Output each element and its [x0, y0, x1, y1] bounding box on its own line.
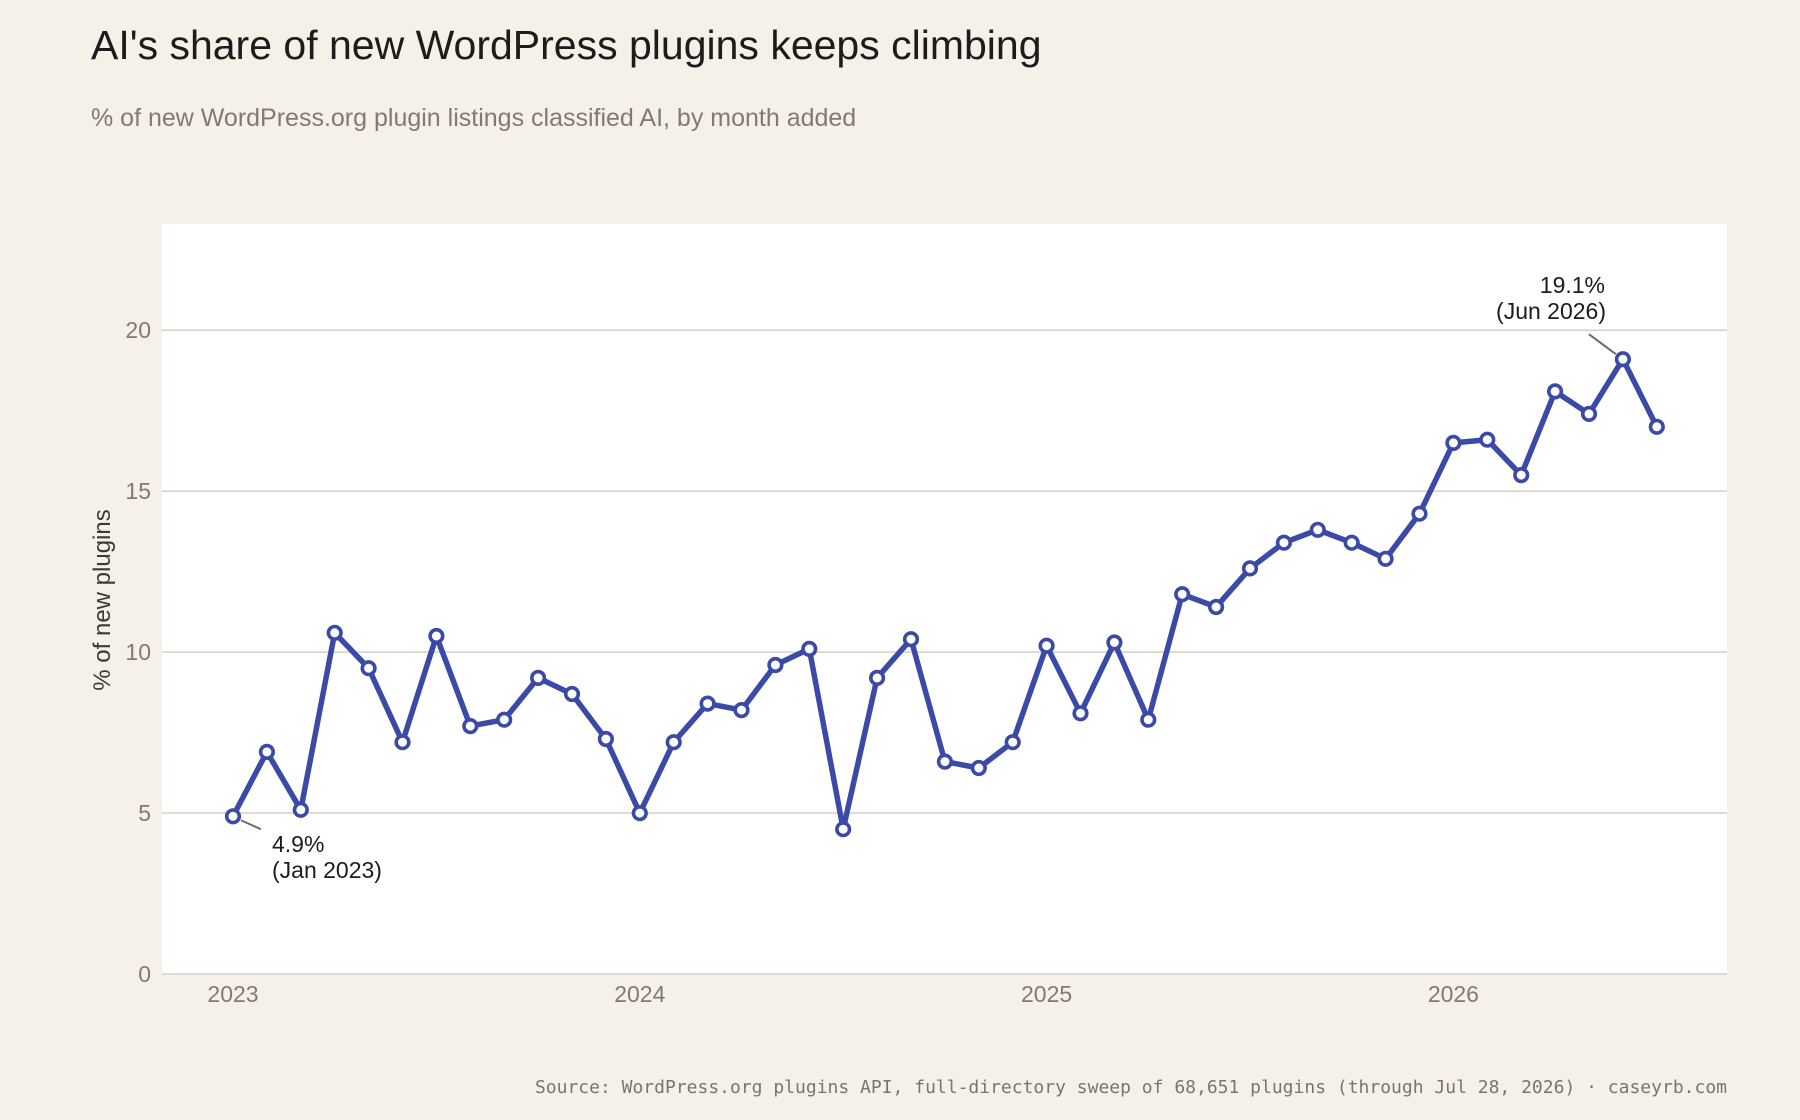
data-point-2025-04: [1140, 711, 1157, 728]
y-tick-label: 20: [125, 317, 151, 343]
y-tick-label: 5: [138, 800, 151, 826]
annotation-leader-peak: [1588, 333, 1617, 355]
data-point-2024-06: [801, 640, 818, 658]
data-point-2024-07: [835, 821, 852, 838]
annotation-start-value: 4.9%: [272, 831, 324, 857]
data-point-2025-11: [1377, 550, 1394, 567]
y-tick-label: 0: [138, 961, 151, 987]
annotations: 4.9%(Jan 2023) 19.1%(Jun 2026): [240, 272, 1617, 883]
data-point-2023-05: [360, 660, 377, 677]
annotation-start-date: (Jan 2023): [272, 857, 382, 883]
data-point-2023-02: [258, 743, 276, 761]
data-point-2026-03: [1513, 467, 1530, 484]
data-point-2023-03: [292, 801, 309, 818]
x-tick-label: 2026: [1428, 981, 1479, 1007]
y-tick-label: 10: [125, 639, 151, 665]
data-point-2023-01: [224, 808, 242, 825]
data-point-2023-08: [462, 717, 479, 735]
annotation-peak-date: (Jun 2026): [1496, 298, 1606, 324]
data-point-2024-05: [767, 656, 784, 674]
data-point-2024-01: [631, 804, 648, 822]
data-point-2025-03: [1106, 634, 1123, 651]
data-point-2024-03: [699, 695, 716, 712]
data-point-2025-12: [1411, 505, 1428, 522]
data-point-2026-05: [1580, 405, 1598, 423]
data-point-2025-08: [1275, 534, 1292, 551]
gridlines: [162, 329, 1727, 975]
annotation-leader-start: [240, 819, 262, 831]
chart-subtitle: % of new WordPress.org plugin listings c…: [91, 104, 857, 132]
data-point-2023-06: [394, 734, 411, 751]
x-tick-label: 2024: [614, 981, 665, 1007]
x-tick-label: 2025: [1021, 981, 1072, 1007]
data-point-2024-02: [665, 734, 682, 751]
source-note: Source: WordPress.org plugins API, full-…: [534, 1077, 1727, 1098]
data-point-2025-01: [1038, 637, 1055, 654]
data-point-2025-09: [1309, 521, 1326, 538]
data-point-2025-05: [1174, 586, 1191, 603]
data-point-2025-07: [1241, 560, 1259, 577]
data-point-2025-10: [1343, 534, 1360, 551]
data-point-2024-12: [1004, 734, 1021, 751]
data-point-2026-06: [1614, 351, 1631, 368]
plot-area: [162, 224, 1727, 974]
x-axis-ticks: 2023 2024 2025 2026: [207, 981, 1479, 1007]
data-point-2023-09: [496, 711, 513, 728]
data-point-2023-11: [563, 685, 581, 703]
data-point-2026-01: [1445, 434, 1462, 452]
data-point-2026-07: [1648, 418, 1665, 435]
data-point-2026-02: [1479, 431, 1496, 448]
data-point-2023-07: [428, 627, 445, 645]
data-points: [224, 351, 1665, 838]
data-point-2024-10: [936, 753, 954, 770]
data-point-2023-04: [326, 624, 343, 641]
data-point-2024-11: [970, 759, 987, 777]
data-point-2024-09: [902, 631, 920, 648]
data-point-2023-12: [597, 730, 615, 748]
data-point-2024-04: [733, 701, 750, 719]
chart-title: AI's share of new WordPress plugins keep…: [91, 22, 1042, 68]
annotation-peak-value: 19.1%: [1540, 272, 1605, 298]
x-tick-label: 2023: [207, 981, 258, 1007]
y-axis-label: % of new plugins: [89, 509, 116, 690]
y-tick-label: 15: [125, 478, 151, 504]
data-point-2024-08: [868, 669, 886, 687]
y-axis-ticks: 0 5 10 15 20: [125, 317, 151, 987]
data-point-2026-04: [1546, 383, 1564, 400]
data-point-2025-06: [1207, 598, 1225, 616]
data-point-2023-10: [529, 669, 547, 687]
data-point-2025-02: [1072, 705, 1089, 722]
